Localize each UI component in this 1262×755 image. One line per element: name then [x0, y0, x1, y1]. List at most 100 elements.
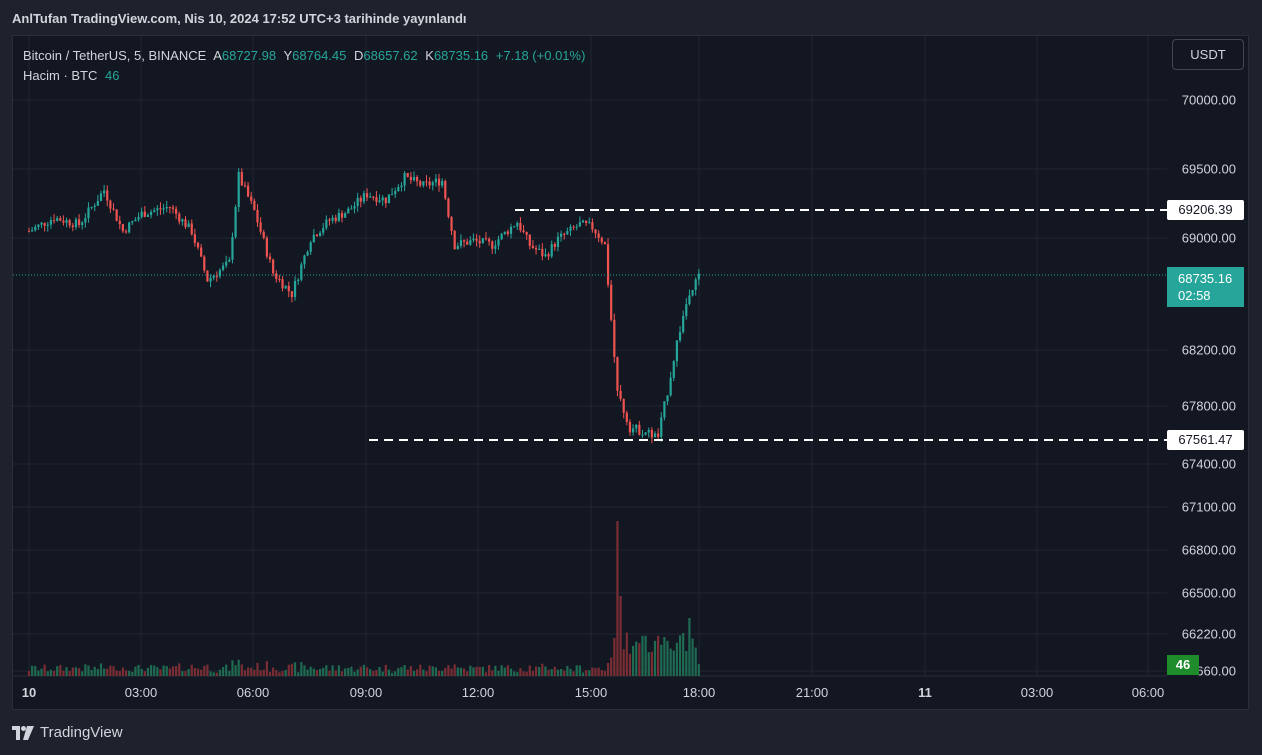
- candle-body: [290, 291, 294, 297]
- volume-bar: [428, 665, 431, 676]
- symbol-label[interactable]: Bitcoin / TetherUS, 5, BINANCE: [23, 48, 207, 63]
- candle-body: [74, 219, 78, 228]
- candle-body: [93, 205, 96, 207]
- chart-panel[interactable]: Bitcoin / TetherUS, 5, BINANCE A68727.98…: [12, 35, 1249, 710]
- candle: [431, 180, 434, 191]
- volume-bar: [491, 670, 494, 676]
- volume-label[interactable]: Hacim · BTC: [23, 68, 98, 83]
- candle-body: [115, 209, 118, 221]
- volume-bar: [65, 667, 68, 676]
- volume-bar: [484, 672, 488, 676]
- volume-bar: [678, 635, 682, 676]
- volume-bar: [243, 670, 247, 676]
- volume-bar: [375, 670, 378, 676]
- candle: [149, 209, 153, 219]
- volume-bar: [453, 664, 456, 676]
- candle: [694, 277, 697, 296]
- candle: [340, 210, 344, 223]
- candle-body: [225, 261, 228, 266]
- candle-body: [682, 315, 685, 333]
- volume-bar: [444, 667, 447, 676]
- candle: [334, 214, 337, 224]
- volume-bar: [318, 668, 322, 676]
- chart-canvas[interactable]: [13, 36, 1250, 711]
- candle: [259, 217, 262, 235]
- candle-body: [675, 340, 679, 362]
- candle-body: [588, 222, 591, 224]
- candle-body: [59, 218, 62, 221]
- candle-body: [603, 242, 607, 245]
- volume-bar: [653, 640, 657, 676]
- candle: [181, 218, 184, 226]
- volume-bar: [509, 668, 513, 676]
- candle: [312, 228, 315, 243]
- volume-bar: [697, 664, 700, 676]
- volume-bar: [93, 666, 96, 676]
- candle-body: [622, 399, 625, 413]
- candle-body: [62, 220, 65, 223]
- candle: [347, 206, 350, 214]
- candle: [547, 252, 550, 261]
- candle: [290, 291, 294, 303]
- candle: [469, 236, 472, 246]
- candle-body: [328, 219, 331, 221]
- candle: [303, 254, 306, 269]
- candle: [128, 221, 131, 234]
- candle-body: [525, 231, 528, 235]
- candle-body: [497, 239, 500, 246]
- volume-bar: [290, 663, 294, 676]
- candle-body: [34, 226, 37, 231]
- candle: [297, 277, 300, 285]
- candle-body: [400, 185, 403, 188]
- candle: [156, 205, 159, 216]
- candle-body: [472, 238, 475, 241]
- candle: [265, 235, 268, 259]
- volume-bar: [49, 669, 53, 676]
- candle: [300, 262, 303, 282]
- candle: [434, 174, 437, 187]
- candle: [381, 195, 384, 206]
- candle-body: [262, 231, 265, 238]
- candle: [447, 197, 450, 219]
- volume-bar: [99, 663, 103, 676]
- candle: [87, 202, 90, 223]
- candle: [394, 187, 397, 199]
- volume-bar: [225, 664, 228, 676]
- candle-body: [87, 207, 90, 219]
- candle-body: [416, 177, 419, 182]
- candle: [131, 220, 134, 226]
- price-axis-label: 66500.00: [1181, 585, 1236, 601]
- candle: [344, 211, 347, 218]
- candle: [688, 289, 691, 306]
- volume-bar: [497, 670, 500, 676]
- volume-bar: [162, 665, 165, 676]
- chart-grid: [13, 36, 1167, 677]
- time-axis-label: 06:00: [1131, 685, 1165, 700]
- candle-body: [203, 256, 206, 271]
- candle-body: [356, 197, 359, 206]
- candle-body: [149, 211, 153, 216]
- volume-bar: [459, 667, 463, 676]
- open-value: 68727.98: [221, 48, 277, 63]
- candle-body: [159, 208, 162, 210]
- volume-bar: [431, 666, 434, 676]
- candle-body: [647, 429, 650, 433]
- volume-bar: [168, 668, 171, 676]
- volume-bar: [300, 662, 303, 676]
- candle-body: [450, 216, 453, 231]
- volume-bar: [218, 669, 222, 676]
- candle-body: [218, 269, 222, 277]
- volume-bar: [406, 669, 409, 676]
- candle: [390, 187, 394, 196]
- volume-bar: [196, 668, 200, 676]
- candle: [250, 191, 253, 205]
- open-key: A: [213, 48, 222, 63]
- candle-body: [318, 232, 322, 237]
- candle: [372, 196, 375, 201]
- candle-body: [566, 230, 569, 235]
- candle-body: [563, 233, 566, 235]
- candle-body: [71, 225, 74, 228]
- candle-body: [265, 237, 268, 257]
- currency-button[interactable]: USDT: [1172, 39, 1244, 70]
- volume-bar: [506, 665, 509, 676]
